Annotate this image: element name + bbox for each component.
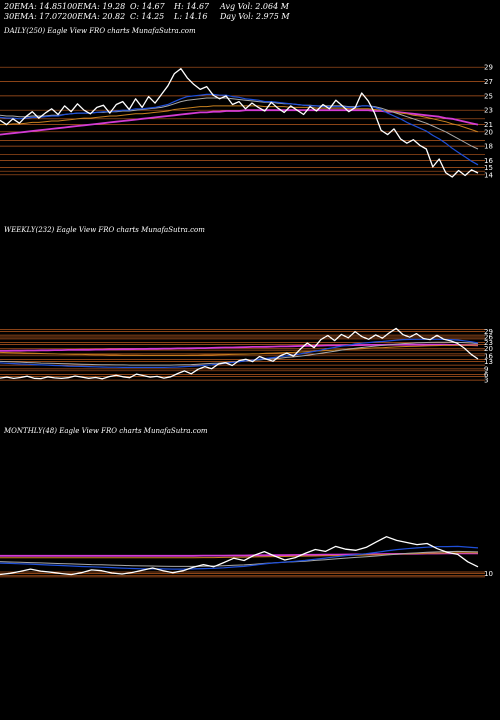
stat-ema100: 100EMA: 19.28 bbox=[62, 2, 126, 11]
weekly-chart-title: WEEKLY(232) Eagle View FRO charts Munafa… bbox=[4, 226, 205, 234]
daily-y-tick-16: 16 bbox=[484, 157, 493, 165]
monthly-y-tick-10: 10 bbox=[484, 570, 493, 578]
daily-y-tick-15: 15 bbox=[484, 164, 493, 172]
weekly-ema100-line bbox=[0, 344, 478, 356]
weekly-y-tick-13: 13 bbox=[484, 358, 493, 366]
weekly-y-tick-26: 26 bbox=[484, 334, 493, 342]
stat-open: O: 14.67 bbox=[130, 2, 165, 11]
daily-y-tick-14: 14 bbox=[484, 171, 493, 179]
stat-ema20: 20EMA: 14.85 bbox=[4, 2, 63, 11]
daily-y-tick-29: 29 bbox=[484, 64, 493, 72]
weekly-y-tick-23: 23 bbox=[484, 339, 493, 347]
weekly-y-tick-16: 16 bbox=[484, 352, 493, 360]
daily-price-line bbox=[0, 67, 479, 178]
daily-chart-title: DAILY(250) Eagle View FRO charts MunafaS… bbox=[4, 27, 196, 35]
weekly-y-tick-3: 3 bbox=[484, 377, 488, 385]
daily-y-tick-20: 20 bbox=[484, 128, 493, 136]
weekly-price-line bbox=[0, 327, 479, 380]
monthly-chart-title: MONTHLY(48) Eagle View FRO charts Munafa… bbox=[4, 427, 208, 435]
daily-y-tick-23: 23 bbox=[484, 107, 493, 115]
monthly-ema30-line bbox=[0, 550, 479, 567]
monthly-ema20-line bbox=[0, 545, 479, 570]
weekly-y-tick-29: 29 bbox=[484, 328, 493, 336]
daily-y-tick-21: 21 bbox=[484, 121, 493, 129]
stat-ema200: 200EMA: 20.82 bbox=[62, 12, 126, 21]
daily-ema100-line bbox=[0, 105, 479, 133]
stat-high: H: 14.67 bbox=[174, 2, 210, 11]
weekly-y-tick-9: 9 bbox=[484, 365, 488, 373]
weekly-y-tick-6: 6 bbox=[484, 371, 489, 379]
weekly-ema20-line bbox=[0, 338, 479, 368]
stat-ema30: 30EMA: 17.07 bbox=[4, 12, 63, 21]
stat-low: L: 14.16 bbox=[174, 12, 208, 21]
weekly-y-tick-20: 20 bbox=[484, 345, 493, 353]
daily-y-tick-27: 27 bbox=[484, 78, 493, 86]
daily-y-tick-25: 25 bbox=[484, 92, 493, 100]
stat-day-vol: Day Vol: 2.975 M bbox=[220, 12, 290, 21]
stat-close: C: 14.25 bbox=[130, 12, 165, 21]
monthly-price-line bbox=[0, 536, 479, 576]
daily-y-tick-18: 18 bbox=[484, 143, 493, 151]
daily-ema20-line bbox=[0, 93, 479, 166]
stat-avg-vol: Avg Vol: 2.064 M bbox=[220, 2, 289, 11]
weekly-ema200-line bbox=[0, 343, 479, 352]
